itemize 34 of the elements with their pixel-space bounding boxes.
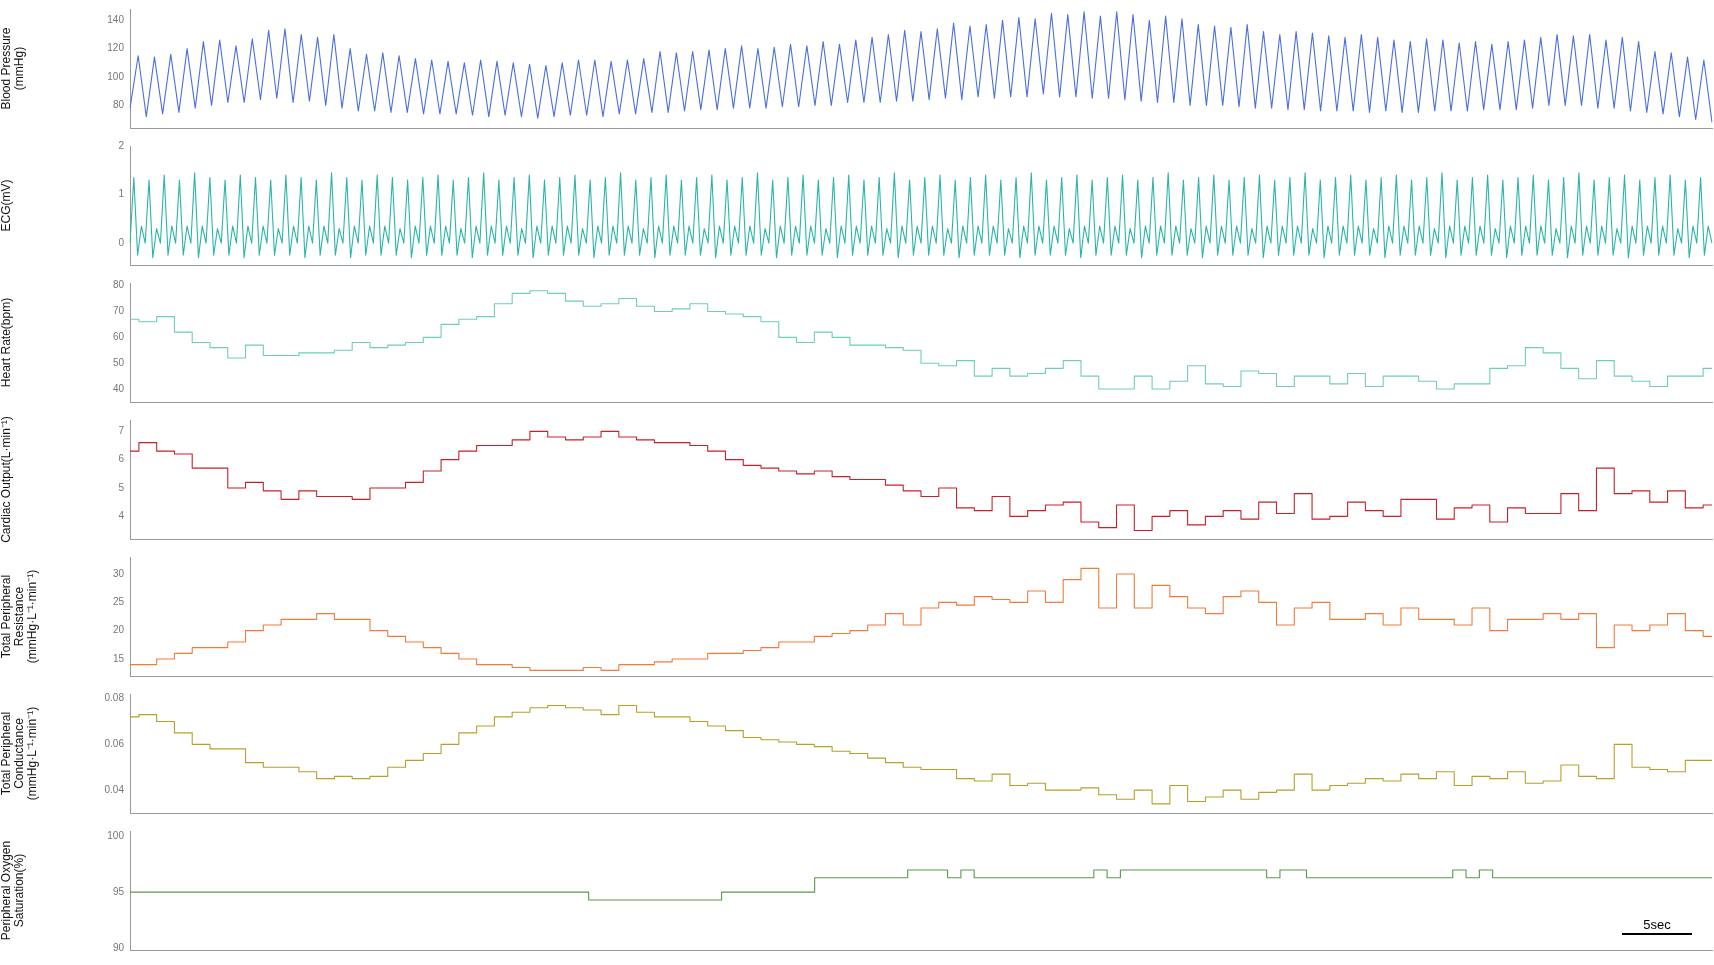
y-tick-label: 120 [107, 42, 125, 54]
y-axis-title: Peripheral Oxygen Saturation(%) [0, 840, 27, 941]
y-tick-label: 140 [107, 14, 125, 26]
y-axis-title: Cardiac Output(L·min⁻¹) [0, 416, 13, 543]
y-tick-label: 30 [112, 567, 125, 579]
y-tick-label: 4 [118, 510, 125, 522]
y-tick-label: 0.08 [104, 692, 125, 704]
y-tick-label: 70 [112, 305, 125, 317]
y-axis-title: Heart Rate(bpm) [0, 297, 13, 388]
y-tick-label: 7 [118, 425, 125, 437]
y-tick-label: 90 [112, 941, 125, 953]
y-tick-label: 6 [118, 453, 125, 465]
y-tick-label: 5 [118, 481, 125, 493]
y-tick-label: 1 [118, 188, 125, 200]
y-tick-label: 40 [112, 382, 125, 394]
y-axis-title: Blood Pressure (mmHg) [0, 27, 27, 110]
y-tick-label: 60 [112, 331, 125, 343]
annotation: 5sec [1643, 917, 1672, 933]
y-axis-title: Total Peripheral Resistance (mmHg·L⁻¹·min⁻¹) [0, 569, 40, 664]
y-tick-label: 50 [112, 356, 125, 368]
y-tick-label: 2 [118, 139, 125, 151]
y-tick-label: 100 [107, 830, 125, 842]
y-tick-label: 0.04 [104, 783, 125, 795]
y-tick-label: 0 [118, 236, 125, 248]
y-tick-label: 0.06 [104, 738, 125, 750]
y-tick-label: 95 [112, 885, 125, 897]
y-tick-label: 15 [112, 652, 125, 664]
y-tick-label: 80 [112, 99, 125, 111]
y-tick-label: 80 [112, 279, 125, 291]
y-axis-title: ECG(mV) [0, 179, 13, 232]
y-axis-title: Total Peripheral Conductance (mmHg·L⁻¹·min⁻¹) [0, 706, 40, 801]
y-tick-label: 20 [112, 624, 125, 636]
y-tick-label: 100 [107, 70, 125, 82]
y-tick-label: 25 [112, 596, 125, 608]
